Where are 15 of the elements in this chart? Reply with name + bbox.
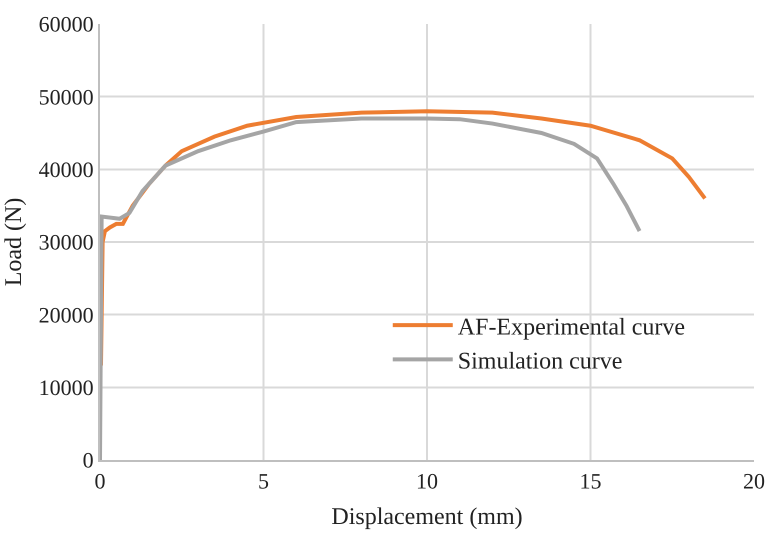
- legend-label: Simulation curve: [458, 348, 622, 375]
- x-tick-label: 10: [416, 468, 438, 494]
- y-tick-label: 60000: [38, 12, 94, 37]
- y-axis-title: Load (N): [1, 198, 28, 286]
- y-tick-label: 30000: [38, 230, 94, 255]
- y-tick-label: 20000: [38, 302, 94, 328]
- legend-label: AF-Experimental curve: [458, 314, 686, 340]
- y-tick-label: 10000: [38, 375, 94, 400]
- y-tick-label: 0: [82, 448, 94, 473]
- x-tick-label: 5: [258, 468, 269, 494]
- x-tick-label: 15: [580, 468, 602, 494]
- x-tick-label: 20: [743, 468, 765, 494]
- y-tick-label: 40000: [38, 157, 94, 182]
- y-tick-label: 50000: [38, 84, 94, 110]
- x-axis-title: Displacement (mm): [331, 504, 523, 530]
